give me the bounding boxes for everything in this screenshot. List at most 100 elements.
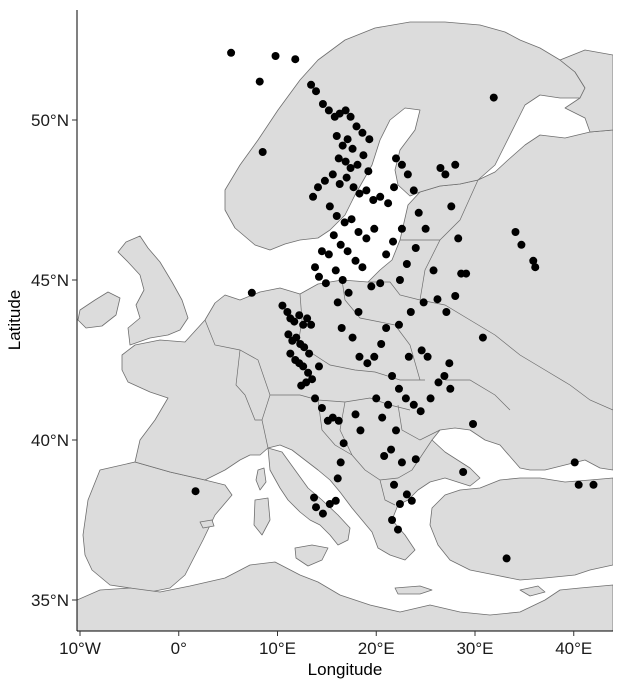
data-point bbox=[305, 349, 314, 358]
landmass-italy bbox=[267, 447, 351, 546]
data-point bbox=[529, 256, 538, 265]
data-point bbox=[339, 439, 348, 448]
data-point bbox=[382, 324, 391, 332]
data-point bbox=[317, 404, 326, 412]
data-point bbox=[309, 192, 318, 201]
data-point bbox=[343, 247, 352, 256]
data-point bbox=[283, 308, 292, 316]
landmass-balearics bbox=[199, 519, 215, 529]
data-point bbox=[411, 244, 420, 252]
data-point bbox=[337, 324, 346, 332]
data-point bbox=[376, 279, 385, 288]
data-point bbox=[517, 240, 526, 249]
data-point bbox=[328, 413, 337, 422]
data-point bbox=[570, 458, 579, 467]
data-point bbox=[358, 263, 367, 272]
data-point bbox=[297, 381, 306, 390]
data-point bbox=[303, 314, 312, 323]
data-point bbox=[356, 426, 365, 435]
data-point bbox=[227, 48, 236, 57]
data-point bbox=[402, 260, 411, 268]
data-point bbox=[354, 228, 363, 236]
x-axis-title: Longitude bbox=[308, 660, 383, 679]
data-point bbox=[436, 164, 445, 172]
data-point bbox=[365, 135, 374, 144]
data-point bbox=[362, 234, 371, 243]
data-point bbox=[335, 180, 344, 188]
data-point bbox=[409, 400, 418, 409]
data-point bbox=[390, 480, 399, 489]
data-point bbox=[191, 487, 200, 496]
data-point bbox=[404, 352, 413, 361]
data-point bbox=[416, 407, 425, 416]
data-point bbox=[335, 109, 344, 118]
landmass-scandinavia bbox=[224, 21, 586, 251]
data-point bbox=[462, 269, 471, 278]
data-point bbox=[407, 496, 416, 505]
data-point bbox=[334, 154, 343, 163]
data-point bbox=[333, 474, 342, 483]
data-point bbox=[459, 468, 468, 476]
data-point bbox=[338, 141, 347, 150]
data-point bbox=[389, 237, 398, 246]
border-lines bbox=[204, 179, 613, 506]
y-axis-ticks: 35°N40°N45°N50°N55°N60°N65°N70°N bbox=[31, 111, 77, 610]
data-point bbox=[362, 186, 371, 195]
data-point bbox=[318, 100, 327, 108]
landmass-kola bbox=[559, 49, 613, 133]
data-point bbox=[370, 224, 379, 233]
data-point bbox=[349, 183, 358, 192]
data-point bbox=[442, 308, 451, 316]
landmass-cyprus bbox=[519, 585, 546, 597]
data-point bbox=[331, 266, 340, 275]
data-point bbox=[342, 173, 351, 182]
data-point bbox=[451, 292, 460, 300]
data-point bbox=[382, 250, 391, 259]
data-point bbox=[397, 458, 406, 467]
data-point bbox=[434, 378, 443, 387]
data-point bbox=[447, 202, 456, 211]
data-point bbox=[393, 525, 402, 534]
data-point bbox=[392, 154, 400, 163]
data-point bbox=[378, 413, 387, 422]
data-point bbox=[347, 215, 356, 224]
data-point bbox=[403, 170, 412, 179]
landmass-sardinia bbox=[253, 497, 271, 536]
data-point bbox=[314, 272, 323, 281]
data-point bbox=[247, 288, 256, 297]
data-point bbox=[395, 276, 404, 284]
data-point bbox=[352, 122, 361, 131]
landmass-corsica bbox=[255, 467, 267, 491]
data-point bbox=[258, 148, 267, 156]
data-point bbox=[343, 135, 352, 144]
data-point bbox=[409, 186, 418, 195]
data-point bbox=[292, 333, 301, 342]
data-point bbox=[311, 394, 320, 403]
data-point bbox=[417, 346, 426, 355]
data-point bbox=[394, 384, 403, 393]
y-tick-label: 40°N bbox=[31, 431, 69, 450]
data-point bbox=[511, 228, 520, 236]
data-point bbox=[392, 426, 400, 435]
data-point bbox=[331, 496, 340, 505]
data-point bbox=[340, 218, 349, 227]
data-point bbox=[358, 128, 367, 137]
landmass-crete bbox=[394, 585, 433, 595]
x-axis-ticks: 10°W 0° 10°E 20°E 30°E 40°E bbox=[59, 631, 592, 658]
data-point bbox=[574, 480, 583, 489]
data-point bbox=[336, 458, 345, 467]
data-point bbox=[384, 199, 393, 208]
data-point bbox=[317, 247, 326, 256]
data-point bbox=[395, 500, 404, 508]
data-point bbox=[388, 516, 397, 524]
data-point bbox=[390, 183, 399, 192]
data-point bbox=[414, 208, 423, 217]
data-point bbox=[348, 144, 357, 153]
data-point bbox=[295, 311, 304, 320]
x-tick-label: 10°W bbox=[59, 639, 101, 658]
data-point bbox=[308, 375, 317, 384]
data-point bbox=[321, 279, 330, 288]
landmass-great-britain bbox=[117, 235, 189, 346]
data-point bbox=[320, 176, 329, 185]
data-point bbox=[291, 55, 300, 64]
